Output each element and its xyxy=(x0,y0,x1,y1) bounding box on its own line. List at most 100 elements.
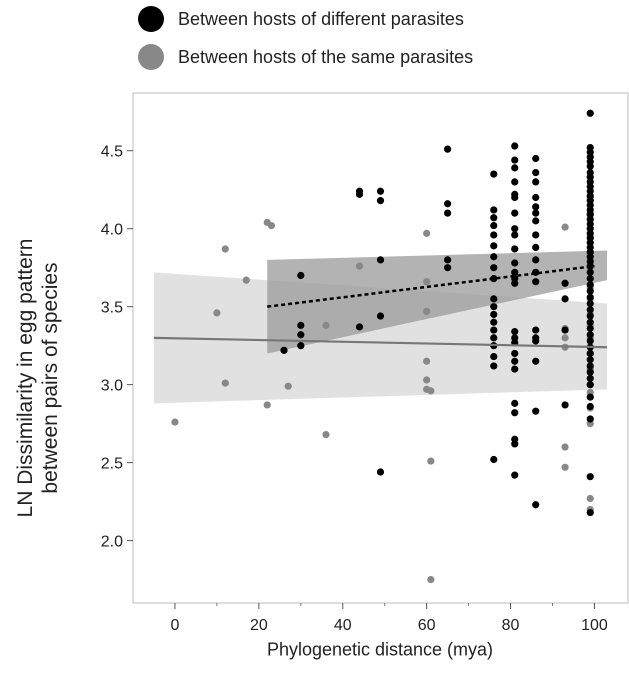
data-point-different xyxy=(490,334,498,342)
data-point-same xyxy=(171,418,179,426)
data-point-different xyxy=(444,264,452,272)
data-point-different xyxy=(532,243,540,252)
data-point-different xyxy=(490,303,498,311)
data-point-different xyxy=(532,407,540,415)
y-tick-label: 2.5 xyxy=(101,456,123,473)
y-tick-label: 3.0 xyxy=(101,378,123,395)
data-point-different xyxy=(532,154,540,163)
data-point-different xyxy=(532,217,540,225)
data-point-different xyxy=(532,193,540,202)
data-point-different xyxy=(490,214,498,222)
data-point-different xyxy=(586,473,594,481)
plot-frame xyxy=(132,92,629,604)
data-point-different xyxy=(561,326,569,334)
data-point-different xyxy=(586,293,594,301)
data-point-different xyxy=(511,164,519,172)
data-point-same xyxy=(423,307,431,315)
data-point-different xyxy=(511,349,519,358)
data-point-different xyxy=(586,374,594,383)
data-point-different xyxy=(444,256,452,264)
data-point-same xyxy=(423,357,431,365)
data-point-same xyxy=(586,494,594,503)
data-point-different xyxy=(532,337,540,345)
data-point-different xyxy=(490,170,498,178)
data-point-different xyxy=(586,349,594,358)
data-point-different xyxy=(511,209,519,217)
data-point-different xyxy=(532,278,540,286)
data-point-different xyxy=(532,357,540,365)
data-point-different xyxy=(586,109,594,117)
data-point-different xyxy=(444,209,452,217)
data-point-same xyxy=(423,229,431,237)
data-point-different xyxy=(376,197,385,205)
data-point-different xyxy=(511,156,519,164)
data-point-same xyxy=(427,387,435,395)
data-point-different xyxy=(586,381,594,389)
data-point-same xyxy=(284,382,292,390)
data-point-same xyxy=(355,262,364,270)
data-point-different xyxy=(586,508,594,517)
data-point-different xyxy=(532,231,540,239)
data-point-different xyxy=(490,242,498,250)
y-tick-label: 4.5 xyxy=(101,144,123,161)
x-tick-label: 80 xyxy=(502,617,520,634)
data-point-different xyxy=(511,471,519,479)
legend-label-different: Between hosts of different parasites xyxy=(178,8,464,29)
data-point-different xyxy=(511,357,519,365)
data-point-different xyxy=(586,415,594,423)
data-point-different xyxy=(586,299,594,308)
data-point-different xyxy=(586,393,594,401)
data-point-different xyxy=(511,142,519,150)
data-point-same xyxy=(427,457,435,465)
y-tick-label: 3.5 xyxy=(101,300,123,317)
x-tick-label: 20 xyxy=(250,617,268,634)
data-point-different xyxy=(586,306,594,314)
data-point-different xyxy=(586,287,594,295)
data-point-different xyxy=(511,225,519,233)
data-point-different xyxy=(490,362,498,370)
data-point-different xyxy=(355,190,364,198)
data-point-same xyxy=(561,223,569,231)
data-point-same xyxy=(213,309,221,317)
data-point-different xyxy=(586,337,594,345)
data-point-same xyxy=(221,245,229,253)
x-tick-label: 0 xyxy=(170,617,179,634)
trend-line-different xyxy=(267,264,595,308)
y-axis-label-line-1: LN Dissimilarity in egg pattern xyxy=(14,238,37,518)
data-point-different xyxy=(511,440,519,448)
legend-item-same: Between hosts of the same parasites xyxy=(138,44,473,70)
data-point-different xyxy=(490,295,498,303)
data-point-different xyxy=(490,231,498,239)
x-axis-label: Phylogenetic distance (mya) xyxy=(266,639,494,660)
data-point-different xyxy=(511,193,519,202)
data-point-different xyxy=(511,259,519,267)
data-point-same xyxy=(561,334,569,342)
data-point-different xyxy=(376,312,385,320)
data-point-same xyxy=(427,576,435,584)
data-point-different xyxy=(490,253,498,261)
data-point-different xyxy=(532,209,540,217)
data-point-different xyxy=(586,162,594,170)
data-point-different xyxy=(561,279,569,287)
legend-item-different: Between hosts of different parasites xyxy=(138,6,464,32)
data-point-different xyxy=(376,187,385,195)
trend-line-same xyxy=(153,336,608,349)
data-point-different xyxy=(297,271,305,280)
data-point-different xyxy=(511,365,519,373)
legend-label-same: Between hosts of the same parasites xyxy=(178,46,474,67)
data-point-different xyxy=(586,324,594,333)
data-point-different xyxy=(586,368,594,376)
data-point-same xyxy=(322,321,330,329)
data-point-different xyxy=(490,455,498,464)
data-point-different xyxy=(511,279,519,287)
x-tick-label: 100 xyxy=(581,617,608,634)
data-point-same xyxy=(423,376,431,384)
data-point-different xyxy=(490,310,498,319)
data-point-different xyxy=(490,326,498,334)
data-point-different xyxy=(532,501,540,509)
y-tick-label: 2.0 xyxy=(101,534,123,551)
confidence-band-different xyxy=(267,250,608,354)
data-point-different xyxy=(511,231,519,239)
data-point-different xyxy=(586,312,594,320)
